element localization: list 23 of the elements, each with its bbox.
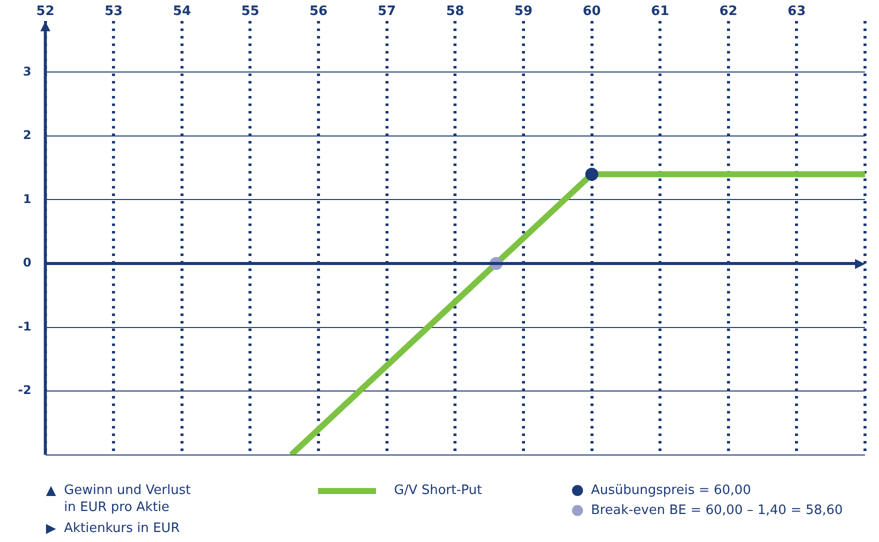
text: Gewinn und Verlust in EUR pro Aktie [64, 482, 192, 516]
x-tick-label: 60 [582, 4, 601, 19]
legend-label: Ausübungspreis = 60,00 [591, 482, 751, 499]
text: Aktienkurs in EUR [64, 520, 180, 537]
y-tick-label: 1 [22, 192, 32, 206]
x-tick-label: 57 [378, 4, 396, 19]
legend-label: G/V Short-Put [394, 482, 482, 499]
x-tick-label: 63 [788, 4, 806, 19]
x-tick-label: 54 [172, 4, 191, 19]
x-tick-label: 58 [446, 4, 464, 19]
x-tick-label: 59 [514, 4, 533, 19]
y-tick-label: -2 [18, 383, 32, 398]
x-tick-label: 53 [104, 4, 123, 19]
x-tick-label: 55 [241, 4, 260, 19]
x-tick-label: 61 [651, 4, 670, 19]
y-tick-label: 3 [22, 64, 32, 78]
legend-label: Break-even BE = 60,00 – 1,40 = 58,60 [591, 502, 843, 519]
y-tick-label: 2 [22, 128, 32, 142]
x-tick-label: 62 [719, 4, 738, 19]
x-tick-label: 52 [36, 4, 54, 19]
y-tick-label: 0 [22, 256, 32, 270]
y-tick-label: -1 [18, 319, 32, 334]
x-tick-label: 56 [310, 4, 328, 19]
